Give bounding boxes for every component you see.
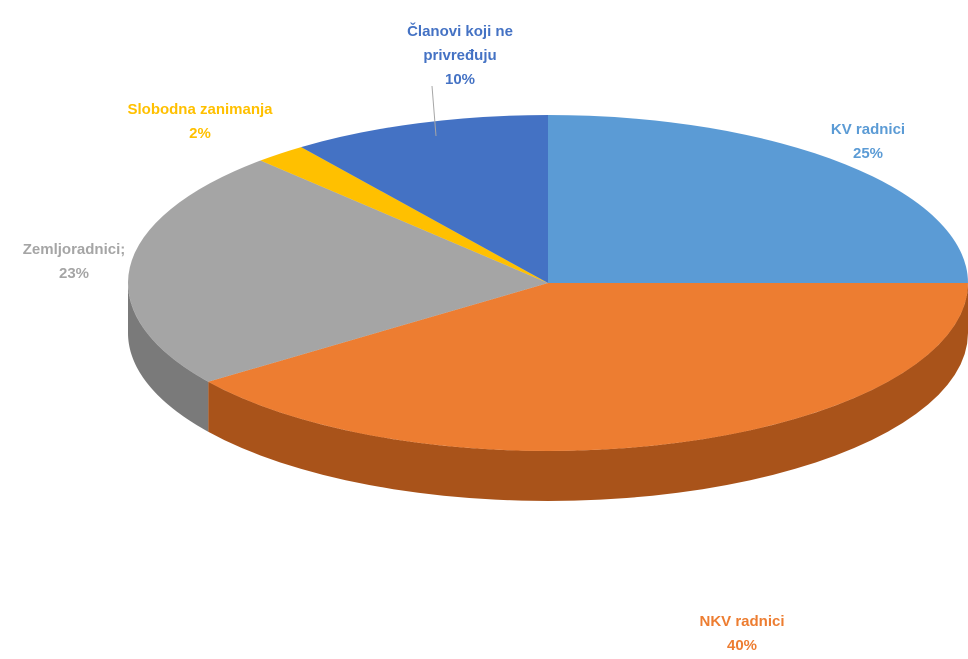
pie-slice-nkv-radnici <box>208 283 968 451</box>
label-nkv-radnici: NKV radnici 40% <box>699 613 784 654</box>
slice-label-text: Slobodna zanimanja <box>127 101 273 118</box>
slice-value-label: 25% <box>853 145 883 162</box>
label-zemljoradnici: Zemljoradnici; 23% <box>23 241 126 282</box>
label-clanovi-koji-ne-privreuju: Članovi koji ne privređuju 10% <box>407 22 513 88</box>
pie-side-zemljoradnici <box>128 283 209 432</box>
pie-side-nkv-radnici <box>208 283 968 501</box>
slice-label-text: Zemljoradnici; <box>23 241 126 258</box>
pie-top-faces <box>127 115 968 451</box>
slice-value-label: 23% <box>59 265 89 282</box>
slice-labels: KV radnici 25% NKV radnici 40% Zemljoradnici… <box>23 22 905 654</box>
pie-slice-kv-radnici <box>548 115 968 283</box>
label-kv-radnici: KV radnici 25% <box>831 121 905 162</box>
slice-value-label: 40% <box>727 637 757 654</box>
slice-value-label: 2% <box>189 125 211 142</box>
pie-slice-slobodna-zanimanja <box>260 147 548 283</box>
pie-slice-zemljoradnici <box>127 160 549 382</box>
pie-slice-clanovi-koji-ne-privreuju <box>301 115 548 283</box>
slice-label-text: privređuju <box>423 47 496 64</box>
slice-label-text: Članovi koji ne <box>407 22 513 40</box>
pie-side-walls <box>128 283 968 501</box>
leader-line-clanovi <box>431 85 437 137</box>
slice-value-label: 10% <box>445 71 475 88</box>
slice-label-text: NKV radnici <box>699 613 784 630</box>
label-slobodna-zanimanja: Slobodna zanimanja 2% <box>127 101 273 142</box>
slice-label-text: KV radnici <box>831 121 905 138</box>
label-leader-lines <box>431 85 437 137</box>
